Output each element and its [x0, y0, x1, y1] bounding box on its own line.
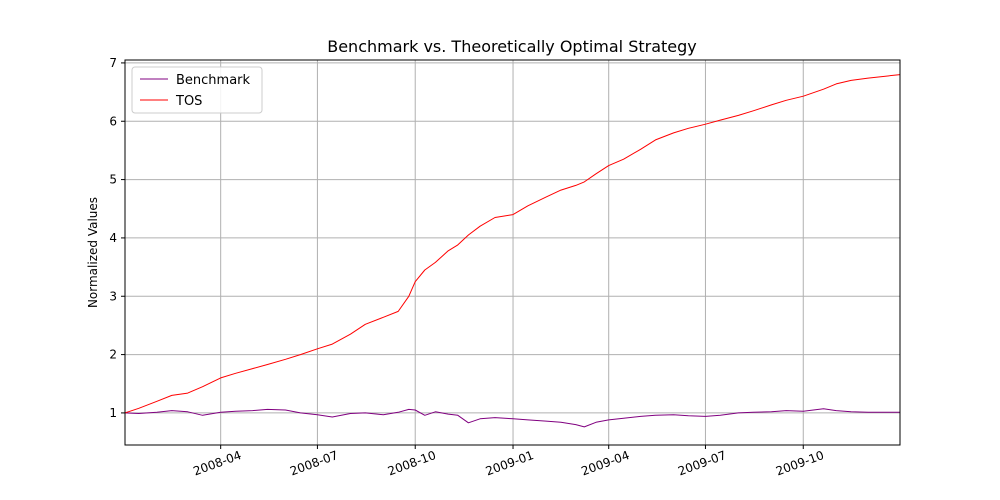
y-tick-label: 4 [109, 231, 117, 245]
y-tick-label: 2 [109, 348, 117, 362]
y-tick-label: 1 [109, 406, 117, 420]
plot-frame [124, 59, 901, 446]
y-axis: 1 2 3 4 5 6 7 [109, 56, 125, 420]
legend-label-benchmark: Benchmark [176, 73, 251, 88]
y-axis-label: Normalized Values [86, 197, 100, 308]
legend: Benchmark TOS [131, 66, 263, 114]
y-tick-label: 5 [109, 173, 117, 187]
y-tick-label: 7 [109, 56, 117, 70]
series-layer [124, 74, 901, 428]
series-line-tos [124, 74, 901, 414]
series-line-benchmark [124, 408, 900, 428]
y-tick-label: 6 [109, 114, 117, 128]
y-tick-label: 3 [109, 289, 117, 303]
chart-title: Benchmark vs. Theoretically Optimal Stra… [327, 37, 697, 56]
legend-label-tos: TOS [175, 94, 202, 109]
grid [125, 60, 900, 445]
